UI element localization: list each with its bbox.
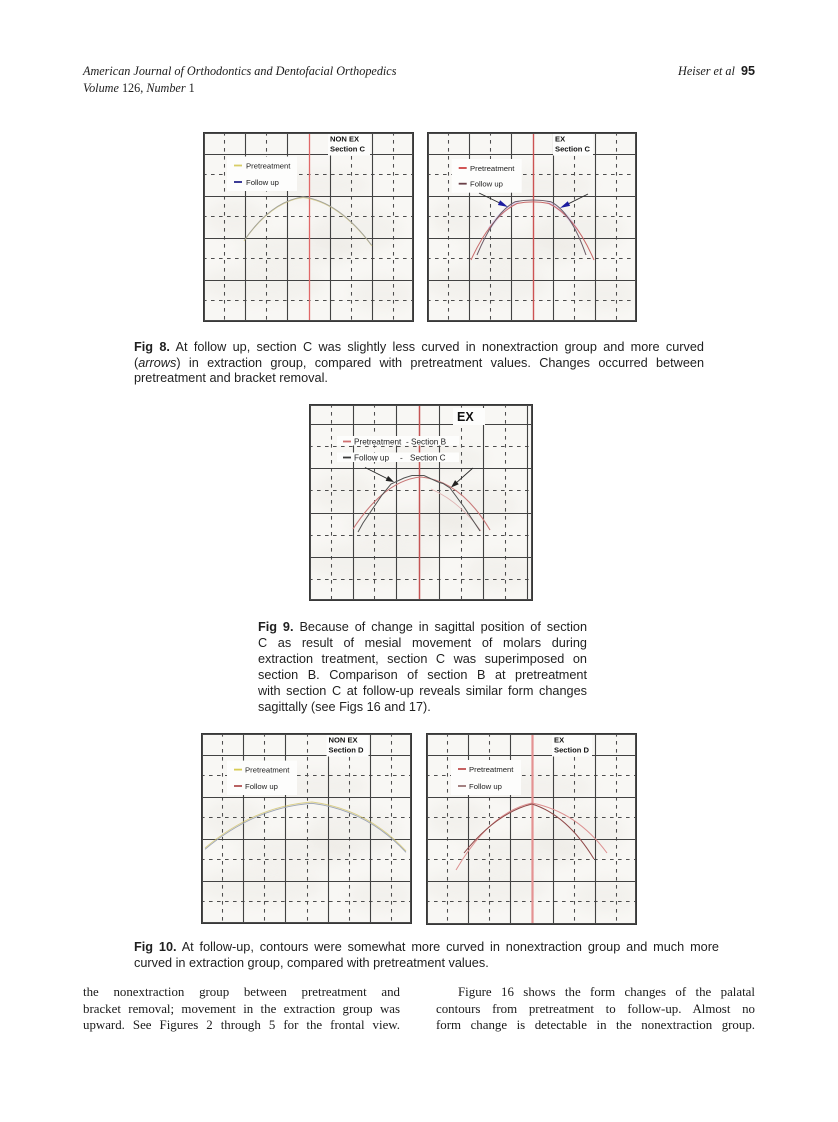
svg-text:Pretreatment: Pretreatment xyxy=(470,164,515,173)
svg-text:Follow up: Follow up xyxy=(246,178,279,187)
svg-text:-: - xyxy=(400,453,403,462)
svg-text:EX: EX xyxy=(457,410,474,424)
svg-text:Section C: Section C xyxy=(330,145,366,154)
svg-text:EX: EX xyxy=(554,736,564,745)
svg-text:Follow up: Follow up xyxy=(245,782,278,791)
svg-text:- Section B: - Section B xyxy=(406,437,447,446)
svg-text:Section C: Section C xyxy=(410,453,446,462)
svg-text:Follow up: Follow up xyxy=(469,782,502,791)
svg-text:Follow up: Follow up xyxy=(354,453,389,462)
svg-text:Pretreatment: Pretreatment xyxy=(469,765,514,774)
svg-text:Follow up: Follow up xyxy=(470,180,503,189)
svg-text:Pretreatment: Pretreatment xyxy=(354,437,402,446)
svg-text:Pretreatment: Pretreatment xyxy=(245,765,290,774)
svg-text:Section C: Section C xyxy=(555,145,591,154)
svg-text:Section D: Section D xyxy=(554,746,590,755)
svg-text:Section D: Section D xyxy=(329,746,365,755)
svg-text:Pretreatment: Pretreatment xyxy=(246,161,291,170)
svg-text:NON EX: NON EX xyxy=(330,135,359,144)
svg-text:EX: EX xyxy=(555,135,565,144)
svg-text:NON EX: NON EX xyxy=(329,736,358,745)
